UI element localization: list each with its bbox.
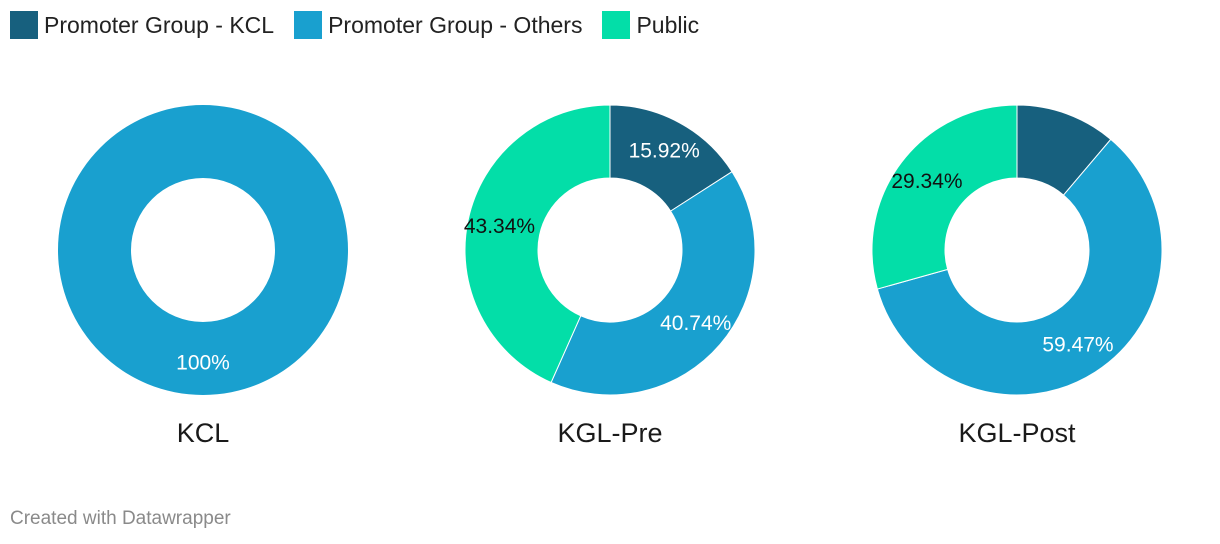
legend-label-public: Public [636,11,700,38]
slice-value-label: 100% [176,352,230,375]
legend: Promoter Group - KCL Promoter Group - Ot… [10,11,719,39]
donut-kgl-pre: 15.92% 40.74% 43.34% KGL-Pre [464,104,756,448]
slice-value-label: 15.92% [629,139,700,162]
donut-kcl: 100% KCL [58,105,348,448]
slice-promoter-group-others [550,170,756,396]
donut-title: KCL [177,418,230,448]
slice-value-label: 59.47% [1042,334,1113,357]
slice-public [464,104,611,384]
slice-value-label: 29.34% [891,170,962,193]
slice-value-label: 43.34% [464,215,535,238]
slice-public [871,104,1018,290]
slice-value-label: 40.74% [660,312,731,335]
legend-label-promoter-kcl: Promoter Group - KCL [44,11,275,38]
slice-promoter-group-others [876,138,1163,396]
footer-credit: Created with Datawrapper [10,508,231,529]
legend-swatch-promoter-kcl [10,11,38,39]
slice-promoter-group-others [58,105,348,395]
legend-label-promoter-others: Promoter Group - Others [328,11,583,38]
legend-item-public: Public [602,11,699,39]
legend-item-promoter-kcl: Promoter Group - KCL [10,11,274,39]
donut-kgl-post: 59.47% 29.34% KGL-Post [871,104,1163,448]
legend-swatch-promoter-others [294,11,323,39]
donut-title: KGL-Post [958,418,1076,448]
donut-title: KGL-Pre [557,418,662,448]
legend-swatch-public [602,11,631,39]
legend-item-promoter-others: Promoter Group - Others [294,11,582,39]
